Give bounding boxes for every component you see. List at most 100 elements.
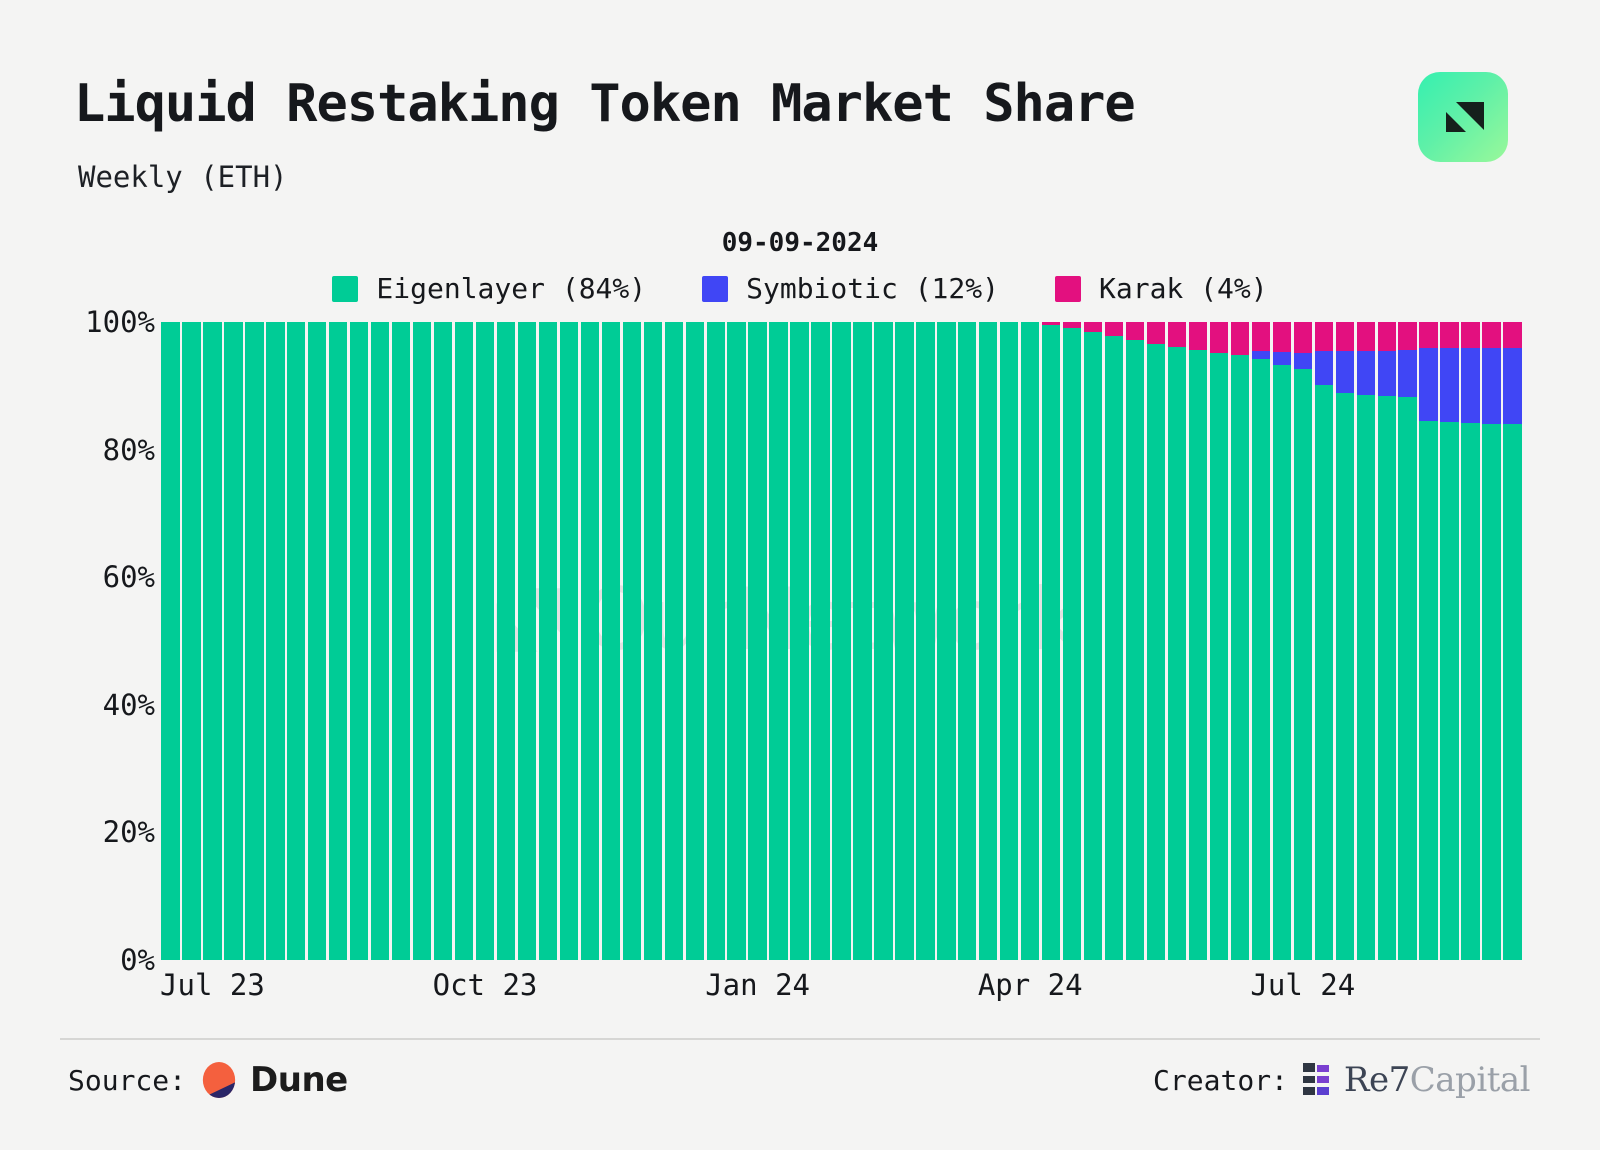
bar-segment-symbiotic — [1419, 347, 1438, 421]
bar-column[interactable] — [1209, 322, 1229, 960]
bar-column[interactable] — [496, 322, 516, 960]
bar-column[interactable] — [329, 322, 348, 960]
bar-column[interactable] — [1021, 322, 1040, 960]
bar-column[interactable] — [1062, 322, 1082, 960]
bar-column[interactable] — [643, 322, 662, 960]
bar-column[interactable] — [853, 322, 872, 960]
bar-segment-symbiotic — [1335, 350, 1354, 394]
legend-item-symbiotic[interactable]: Symbiotic (12%) — [702, 272, 999, 305]
bar-segment-eigenlayer — [727, 322, 746, 960]
bar-column[interactable] — [895, 322, 914, 960]
bar-column[interactable] — [580, 322, 600, 960]
bar-segment-symbiotic — [1440, 347, 1459, 423]
bar-column[interactable] — [1272, 322, 1292, 960]
bar-column[interactable] — [664, 322, 683, 960]
bar-segment-symbiotic — [1377, 350, 1396, 397]
bar-segment-eigenlayer — [664, 322, 683, 960]
bar-segment-eigenlayer — [874, 322, 893, 960]
bar-segment-eigenlayer — [203, 322, 222, 960]
bar-column[interactable] — [1356, 322, 1375, 960]
bar-column[interactable] — [1188, 322, 1208, 960]
bar-column[interactable] — [874, 322, 893, 960]
bar-column[interactable] — [1482, 322, 1501, 960]
bar-segment-eigenlayer — [1104, 336, 1124, 960]
bar-column[interactable] — [1293, 322, 1312, 960]
bar-column[interactable] — [1377, 322, 1396, 960]
bar-segment-eigenlayer — [454, 322, 474, 960]
bar-column[interactable] — [769, 322, 788, 960]
bar-column[interactable] — [1419, 322, 1438, 960]
bar-column[interactable] — [454, 322, 474, 960]
legend-item-eigenlayer[interactable]: Eigenlayer (84%) — [332, 272, 646, 305]
footer-divider — [60, 1038, 1540, 1040]
bar-segment-eigenlayer — [1272, 364, 1292, 960]
bar-column[interactable] — [475, 322, 495, 960]
bar-column[interactable] — [727, 322, 746, 960]
bar-segment-symbiotic — [1251, 351, 1271, 360]
legend-item-label: Karak (4%) — [1099, 272, 1268, 305]
bar-column[interactable] — [308, 322, 327, 960]
bar-column[interactable] — [1503, 322, 1522, 960]
bar-column[interactable] — [412, 322, 432, 960]
bar-column[interactable] — [1083, 322, 1103, 960]
page-subtitle: Weekly (ETH) — [78, 160, 288, 194]
bar-column[interactable] — [1398, 322, 1417, 960]
bar-column[interactable] — [1042, 322, 1061, 960]
bar-column[interactable] — [182, 322, 201, 960]
bar-column[interactable] — [748, 322, 767, 960]
bar-segment-eigenlayer — [412, 322, 432, 960]
legend-item-karak[interactable]: Karak (4%) — [1055, 272, 1268, 305]
bar-column[interactable] — [1146, 322, 1166, 960]
bar-column[interactable] — [559, 322, 579, 960]
bar-column[interactable] — [622, 322, 641, 960]
bar-segment-eigenlayer — [475, 322, 495, 960]
bar-column[interactable] — [370, 322, 390, 960]
bar-column[interactable] — [1461, 322, 1480, 960]
bar-column[interactable] — [161, 322, 180, 960]
bar-column[interactable] — [287, 322, 306, 960]
bar-column[interactable] — [266, 322, 285, 960]
bar-segment-symbiotic — [1272, 352, 1292, 365]
x-axis-tick-label: Apr 24 — [977, 968, 1083, 1002]
bar-column[interactable] — [203, 322, 222, 960]
bar-segment-eigenlayer — [161, 322, 180, 960]
creator-name: Re7Capital — [1344, 1060, 1531, 1100]
bar-column[interactable] — [1335, 322, 1354, 960]
bar-column[interactable] — [350, 322, 369, 960]
bar-column[interactable] — [1230, 322, 1250, 960]
bar-column[interactable] — [538, 322, 558, 960]
bar-column[interactable] — [706, 322, 725, 960]
bar-column[interactable] — [790, 322, 809, 960]
bar-column[interactable] — [1314, 322, 1333, 960]
source-name: Dune — [250, 1060, 348, 1100]
bar-column[interactable] — [979, 322, 998, 960]
bar-column[interactable] — [1167, 322, 1187, 960]
bar-column[interactable] — [1104, 322, 1124, 960]
bar-segment-symbiotic — [1314, 350, 1333, 385]
bar-column[interactable] — [811, 322, 830, 960]
x-axis-tick-label: Jan 24 — [705, 968, 810, 1002]
bar-column[interactable] — [685, 322, 704, 960]
bar-segment-eigenlayer — [1021, 322, 1040, 960]
bar-column[interactable] — [1000, 322, 1019, 960]
bar-segment-eigenlayer — [1188, 350, 1208, 960]
bar-column[interactable] — [517, 322, 537, 960]
bar-segment-eigenlayer — [350, 322, 369, 960]
bar-column[interactable] — [245, 322, 264, 960]
bar-column[interactable] — [937, 322, 956, 960]
bar-column[interactable] — [1251, 322, 1271, 960]
bar-column[interactable] — [1440, 322, 1459, 960]
bar-column[interactable] — [958, 322, 977, 960]
bar-column[interactable] — [601, 322, 620, 960]
bar-column[interactable] — [224, 322, 243, 960]
bar-column[interactable] — [433, 322, 453, 960]
bar-column[interactable] — [391, 322, 411, 960]
bar-segment-eigenlayer — [329, 322, 348, 960]
bar-segment-karak — [1461, 322, 1480, 348]
bar-segment-eigenlayer — [1251, 359, 1271, 960]
bar-column[interactable] — [832, 322, 851, 960]
bar-column[interactable] — [916, 322, 935, 960]
bar-column[interactable] — [1125, 322, 1145, 960]
bar-segment-symbiotic — [1356, 350, 1375, 395]
